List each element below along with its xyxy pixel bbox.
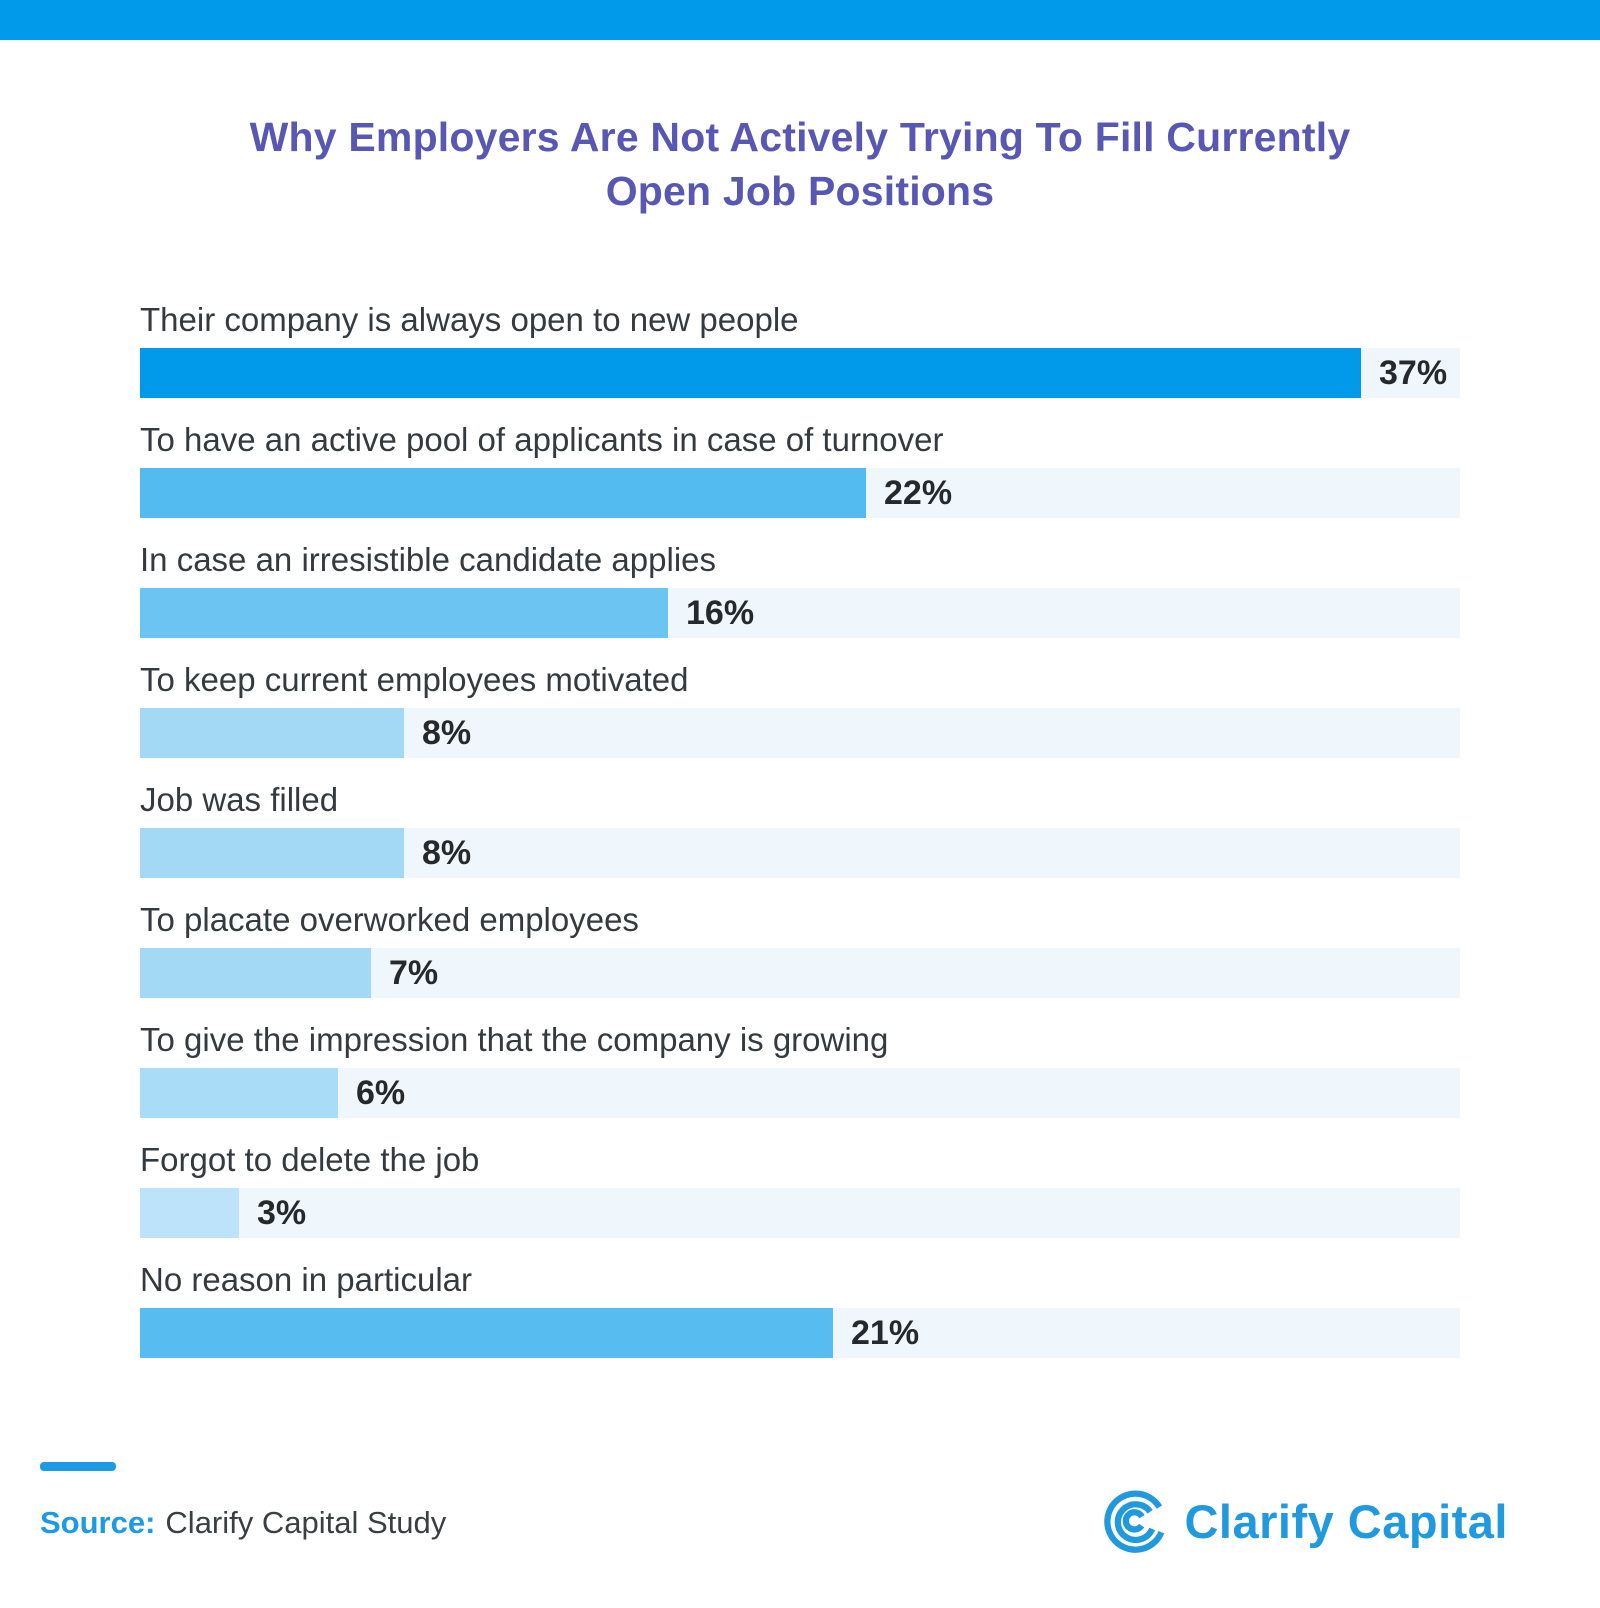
bar-fill	[140, 588, 668, 638]
bar-track: 16%	[140, 588, 1460, 638]
bar-value-label: 8%	[422, 713, 472, 752]
bar-track: 3%	[140, 1188, 1460, 1238]
bar-track: 7%	[140, 948, 1460, 998]
bar-track: 22%	[140, 468, 1460, 518]
chart-title-line-1: Why Employers Are Not Actively Trying To…	[249, 114, 1351, 160]
bar-row: To placate overworked employees 7%	[140, 900, 1460, 998]
bar-category-label: No reason in particular	[140, 1261, 472, 1298]
source-line: Source: Clarify Capital Study	[40, 1505, 446, 1541]
source-text: Clarify Capital Study	[165, 1505, 447, 1540]
bar-value-label: 6%	[356, 1073, 406, 1112]
bar-row: No reason in particular 21%	[140, 1260, 1460, 1358]
bar-fill	[140, 468, 866, 518]
bar-row: Forgot to delete the job 3%	[140, 1140, 1460, 1238]
bar-row: To give the impression that the company …	[140, 1020, 1460, 1118]
bar-value-label: 37%	[1379, 353, 1448, 392]
bar-value-label: 7%	[389, 953, 439, 992]
bar-fill	[140, 948, 371, 998]
bar-category-label: To placate overworked employees	[140, 901, 639, 938]
bar-category-label: Job was filled	[140, 781, 339, 818]
bar-category-label: To have an active pool of applicants in …	[140, 421, 944, 458]
clarify-capital-logo: Clarify Capital	[1102, 1488, 1508, 1554]
bar-value-label: 22%	[884, 473, 953, 512]
bar-fill	[140, 708, 404, 758]
chart-title: Why Employers Are Not Actively Trying To…	[130, 110, 1470, 218]
bar-fill	[140, 1188, 239, 1238]
bar-track: 21%	[140, 1308, 1460, 1358]
bar-track: 8%	[140, 828, 1460, 878]
bar-value-label: 21%	[851, 1313, 920, 1352]
clarify-capital-logo-icon	[1104, 1490, 1165, 1553]
bar-category-label: Their company is always open to new peop…	[140, 301, 799, 338]
bar-fill	[140, 1068, 338, 1118]
bar-track: 8%	[140, 708, 1460, 758]
bar-fill	[140, 1308, 833, 1358]
chart-title-line-2: Open Job Positions	[605, 168, 995, 214]
bar-value-label: 16%	[686, 593, 755, 632]
bar-value-label: 8%	[422, 833, 472, 872]
source-label: Source:	[40, 1505, 156, 1540]
bar-row: Job was filled 8%	[140, 780, 1460, 878]
bar-category-label: Forgot to delete the job	[140, 1141, 480, 1178]
bar-track: 37%	[140, 348, 1460, 398]
bar-fill	[140, 348, 1361, 398]
logo-text: Clarify Capital	[1184, 1494, 1508, 1548]
bar-row: To keep current employees motivated 8%	[140, 660, 1460, 758]
bar-fill	[140, 828, 404, 878]
bar-category-label: In case an irresistible candidate applie…	[140, 541, 717, 578]
bar-row: To have an active pool of applicants in …	[140, 420, 1460, 518]
bar-row: Their company is always open to new peop…	[140, 300, 1460, 398]
bar-category-label: To give the impression that the company …	[140, 1021, 889, 1058]
source-divider	[40, 1462, 116, 1471]
bar-category-label: To keep current employees motivated	[140, 661, 689, 698]
top-accent-strip	[0, 0, 1600, 40]
bar-chart: Their company is always open to new peop…	[140, 300, 1460, 1358]
bar-value-label: 3%	[257, 1193, 307, 1232]
bar-track: 6%	[140, 1068, 1460, 1118]
bar-row: In case an irresistible candidate applie…	[140, 540, 1460, 638]
